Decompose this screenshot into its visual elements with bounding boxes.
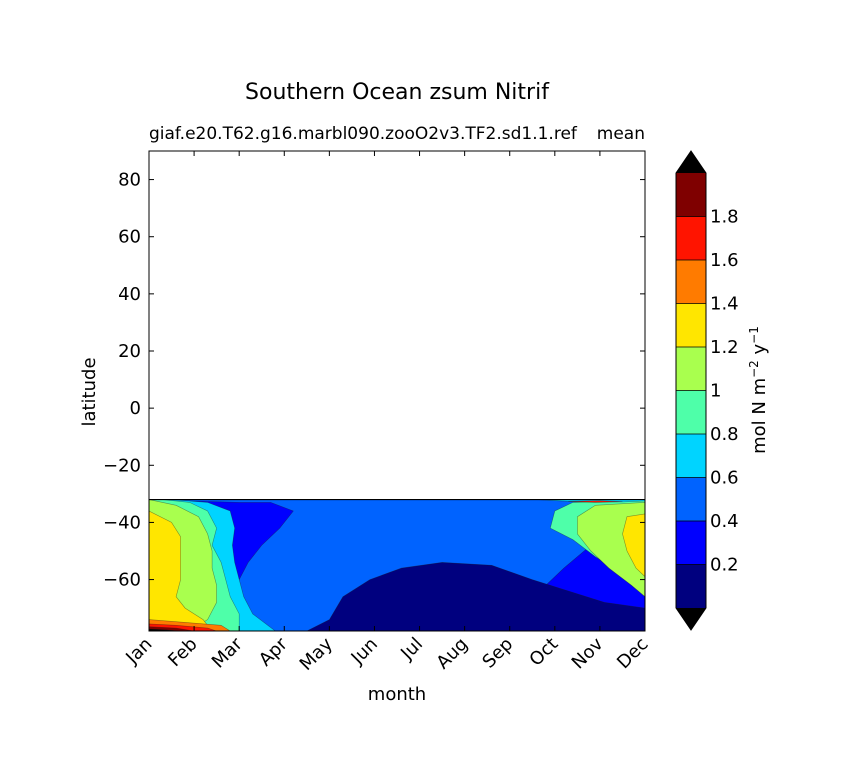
colorbar-tick-label: 1.2 (710, 337, 739, 358)
colorbar-outline (675, 150, 707, 631)
colorbar-segment (676, 303, 706, 347)
chart-subtitle-right: mean (597, 124, 645, 144)
colorbar-tick-label: 0.2 (710, 555, 739, 576)
colorbar-label-sup1: −2 (747, 360, 761, 378)
colorbar: 0.2 0.4 0.6 0.8 1 1.2 1.4 1.6 1.8 (675, 150, 739, 631)
colorbar-extend-max (676, 151, 706, 173)
plot-frame (148, 150, 646, 632)
colorbar-segment (676, 477, 706, 521)
x-tick-label: Oct (525, 634, 562, 671)
y-tick-label: 40 (118, 284, 141, 305)
chart-subtitle-left: giaf.e20.T62.g16.marbl090.zooO2v3.TF2.sd… (149, 124, 578, 144)
y-axis: 80 60 40 20 0 −20 −40 −60 (103, 170, 645, 591)
y-tick-label: 0 (130, 398, 141, 419)
y-axis-label: latitude (79, 357, 100, 426)
y-tick-label: 80 (118, 170, 141, 191)
plot-area (148, 150, 646, 632)
x-tick-label: Jun (347, 634, 382, 669)
colorbar-segment (676, 390, 706, 434)
x-axis-label: month (368, 684, 426, 705)
colorbar-segment (676, 347, 706, 391)
colorbar-tick-label: 0.6 (710, 468, 739, 489)
colorbar-tick-label: 0.4 (710, 511, 739, 532)
colorbar-segment (676, 564, 706, 608)
y-tick-label: −60 (103, 570, 141, 591)
x-tick-label: Apr (255, 633, 292, 670)
x-tick-label: Dec (613, 634, 652, 673)
x-tick-label: Aug (432, 634, 472, 674)
contour-band-7 (149, 510, 213, 631)
x-tick-label: Nov (568, 633, 608, 673)
colorbar-segment (676, 260, 706, 304)
x-tick-label: Jan (121, 634, 156, 669)
x-tick-label: Jul (396, 634, 427, 665)
x-tick-label: Feb (164, 634, 201, 671)
colorbar-extend-min (676, 608, 706, 630)
contour-band-15 (568, 500, 623, 503)
colorbar-tick-label: 1.6 (710, 250, 739, 271)
y-tick-label: −40 (103, 512, 141, 533)
y-tick-label: 20 (118, 341, 141, 362)
contour-fills (149, 499, 645, 631)
x-tick-label: Sep (478, 634, 517, 673)
y-tick-label: 60 (118, 227, 141, 248)
contour-band-8 (622, 513, 645, 578)
contour-band-lowest (306, 562, 645, 631)
colorbar-tick-label: 1.8 (710, 207, 739, 228)
colorbar-tick-label: 1.4 (710, 294, 739, 315)
colorbar-label-unit: mol N m (749, 378, 770, 454)
colorbar-label: mol N m−2 y−1 (747, 326, 770, 454)
chart-title: Southern Ocean zsum Nitrif (245, 80, 550, 105)
colorbar-tick-label: 1 (710, 381, 721, 402)
x-tick-label: Mar (208, 633, 247, 672)
colorbar-tick-label: 0.8 (710, 424, 739, 445)
y-tick-label: −20 (103, 455, 141, 476)
colorbar-label-mid: y (749, 343, 770, 360)
x-tick-label: May (296, 633, 337, 674)
colorbar-segment (676, 173, 706, 217)
colorbar-segment (676, 521, 706, 565)
colorbar-label-sup2: −1 (747, 326, 761, 344)
colorbar-segment (676, 434, 706, 478)
colorbar-segment (676, 216, 706, 260)
